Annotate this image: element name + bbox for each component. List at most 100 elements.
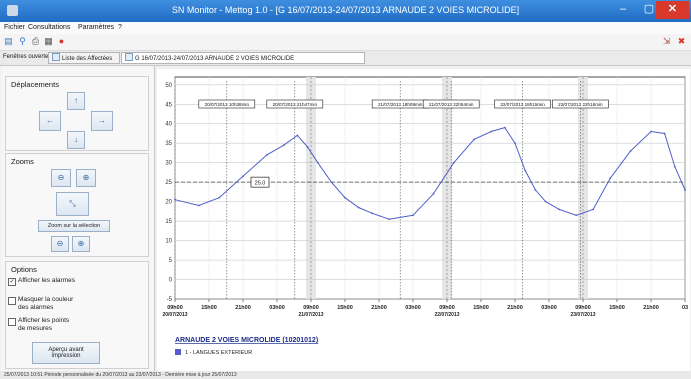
x-tick-label: 03h00 <box>269 305 285 311</box>
option-label: Afficher les points de mesures <box>18 317 70 332</box>
alarm-label: 21/07/2013 18h09min <box>378 102 423 107</box>
alarm-label-box <box>422 99 480 109</box>
zoom-in-horizontal-button[interactable]: ⊕ <box>76 169 96 187</box>
x-tick-label: 21h00 <box>507 305 523 311</box>
data-point <box>344 196 346 199</box>
tab-label: G 16/07/2013-24/07/2013 ARNAUDE 2 VOIES … <box>135 56 295 62</box>
options-title: Options <box>11 265 37 274</box>
close-button[interactable]: ✕ <box>656 1 689 19</box>
x-tick-label: 09h00 <box>439 305 455 311</box>
move-left-button[interactable]: ← <box>39 111 61 131</box>
option-checkbox[interactable]: ✓ <box>8 278 16 286</box>
tab-bar: Fenêtres ouvertes : Liste des Affectées … <box>0 51 691 66</box>
x-date-label: 23/07/2013 <box>570 312 595 318</box>
y-tick-label: 35 <box>165 141 172 147</box>
print-icon[interactable]: ⎙ <box>31 36 40 46</box>
y-tick-label: 15 <box>165 219 172 225</box>
y-tick-label: 20 <box>165 200 172 206</box>
menu-consultations[interactable]: Consultations <box>28 24 71 31</box>
export-icon[interactable]: ⇲ <box>662 36 671 46</box>
x-date-label: 20/07/2013 <box>162 312 187 318</box>
arrow-down-icon: ↓ <box>74 135 78 144</box>
zoom-out-horizontal-button[interactable]: ⊖ <box>51 169 71 187</box>
data-point <box>330 181 333 184</box>
data-point <box>296 134 299 137</box>
options-group: Options ✓ Afficher les alarmes Masquer l… <box>5 261 149 369</box>
menu-help[interactable]: ? <box>118 24 122 31</box>
status-bar: 25/07/2013 10:51 Période personnalisée d… <box>0 371 691 379</box>
minimize-button[interactable]: – <box>619 3 627 15</box>
data-point <box>174 198 176 201</box>
zoom-fit-button[interactable]: ⤡ <box>56 192 89 216</box>
data-point <box>673 165 676 168</box>
data-point <box>197 204 200 207</box>
data-point <box>592 208 595 211</box>
grid-icon[interactable]: ▦ <box>44 36 53 46</box>
sidebar: Déplacements ↑ ← → ↓ Zooms ⊖ ⊕ ⤡ Zoom su… <box>1 66 155 371</box>
y-tick-label: 10 <box>165 239 172 245</box>
arrow-left-icon: ← <box>46 116 54 125</box>
list-icon <box>52 53 60 61</box>
app-icon <box>7 5 18 16</box>
x-tick-label: 15h00 <box>337 305 353 311</box>
data-point <box>282 144 285 147</box>
alarm-label-box <box>552 99 609 109</box>
legend-entry: 1 - LANGUES EXTERIEUR <box>185 350 252 356</box>
move-down-button[interactable]: ↓ <box>67 131 85 149</box>
chart-panel[interactable]: 50 45 40 35 30 25 20 15 10 5 0 -5 09h00 15h00 21h00 03h… <box>157 69 690 371</box>
y-tick-label: 40 <box>165 122 172 128</box>
x-tick-label: 15h00 <box>201 305 217 311</box>
alarm-label: 21/07/2013 22h54min <box>429 102 474 107</box>
x-tick-label: 21h00 <box>643 305 659 311</box>
maximize-button[interactable]: ▢ <box>643 3 655 15</box>
y-tick-label: 45 <box>165 102 172 108</box>
option-checkbox[interactable] <box>8 297 16 305</box>
delete-icon[interactable]: ✖ <box>677 36 686 46</box>
zoom-fit-icon: ⤡ <box>69 199 76 208</box>
zoom-group: Zooms ⊖ ⊕ ⤡ Zoom sur la sélection ⊖ ⊕ <box>5 153 149 257</box>
arrow-right-icon: → <box>98 116 106 125</box>
data-point <box>452 161 455 164</box>
x-tick-label: 03 <box>682 305 688 311</box>
tab-graph[interactable]: G 16/07/2013-24/07/2013 ARNAUDE 2 VOIES … <box>121 52 365 64</box>
zoom-out-icon: ⊖ <box>56 239 64 248</box>
alarm-label: 20/07/2013 10h38min <box>205 102 250 107</box>
alarm-label-box <box>266 99 324 109</box>
data-point <box>432 192 435 195</box>
print-preview-button[interactable]: Aperçu avant impression <box>32 342 100 364</box>
data-point <box>684 189 686 191</box>
alarm-label-box <box>494 99 551 109</box>
data-point <box>558 208 561 211</box>
moves-title: Déplacements <box>11 80 59 89</box>
zoom-in-icon: ⊕ <box>77 239 85 248</box>
arrow-up-icon: ↑ <box>74 96 78 105</box>
zoom-in-vertical-button[interactable]: ⊕ <box>72 236 90 252</box>
data-point <box>265 153 268 156</box>
x-tick-label: 21h00 <box>371 305 387 311</box>
data-point <box>473 138 476 141</box>
y-tick-label: 50 <box>165 83 172 89</box>
x-date-label: 21/07/2013 <box>298 312 323 318</box>
data-point <box>524 169 527 172</box>
x-tick-label: 09h00 <box>575 305 591 311</box>
tab-liste-affectees[interactable]: Liste des Affectées <box>48 52 120 64</box>
new-icon[interactable]: ▤ <box>4 36 13 46</box>
search-icon[interactable]: ⚲ <box>19 36 26 46</box>
data-point <box>514 142 516 145</box>
y-tick-label: 0 <box>169 278 173 284</box>
data-point <box>242 175 244 178</box>
reference-label-box <box>250 176 270 188</box>
menu-fichier[interactable]: Fichier <box>4 24 26 31</box>
option-checkbox[interactable] <box>8 318 16 326</box>
move-right-button[interactable]: → <box>91 111 113 131</box>
move-up-button[interactable]: ↑ <box>67 92 85 110</box>
data-point <box>663 132 666 135</box>
zoom-selection-button[interactable]: Zoom sur la sélection <box>38 220 110 232</box>
menu-parametres[interactable]: Paramètres <box>78 24 115 31</box>
data-point <box>412 214 414 217</box>
data-point <box>218 196 221 199</box>
record-icon[interactable]: ● <box>58 36 65 46</box>
x-tick-label: 09h00 <box>303 305 319 311</box>
zoom-out-vertical-button[interactable]: ⊖ <box>51 236 69 252</box>
